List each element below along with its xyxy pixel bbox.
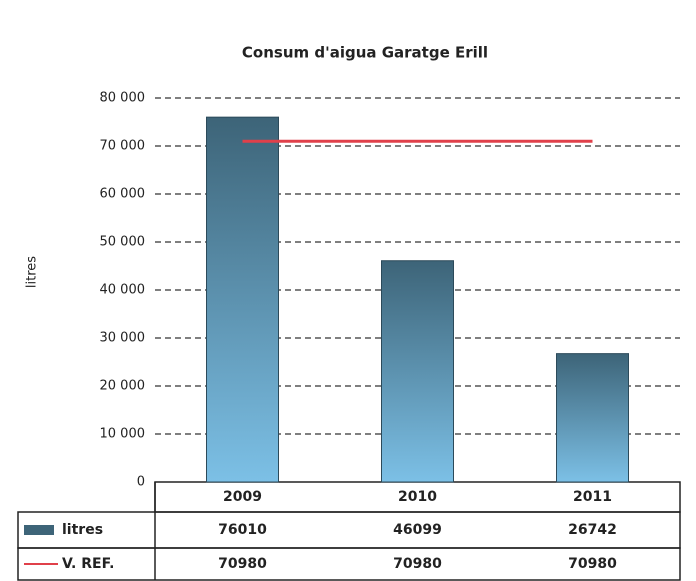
y-tick-label: 50 000 bbox=[100, 235, 146, 250]
legend-label: V. REF. bbox=[62, 556, 114, 572]
x-tick-label: 2010 bbox=[398, 489, 437, 505]
y-tick-label: 0 bbox=[137, 475, 145, 490]
legend-label: litres bbox=[62, 522, 103, 538]
chart-title: Consum d'aigua Garatge Erill bbox=[242, 44, 488, 62]
table-value: 76010 bbox=[218, 522, 267, 538]
table-value: 70980 bbox=[393, 556, 442, 572]
x-tick-label: 2011 bbox=[573, 489, 612, 505]
table-row bbox=[17, 547, 681, 581]
y-tick-label: 70 000 bbox=[100, 139, 146, 154]
y-tick-label: 20 000 bbox=[100, 379, 146, 394]
table-value: 46099 bbox=[393, 522, 442, 538]
x-tick-label: 2009 bbox=[223, 489, 262, 505]
y-axis-label: litres bbox=[25, 256, 40, 288]
legend-key bbox=[24, 525, 54, 535]
y-tick-label: 40 000 bbox=[100, 283, 146, 298]
table-value: 70980 bbox=[218, 556, 267, 572]
y-tick-label: 30 000 bbox=[100, 331, 146, 346]
bar bbox=[206, 116, 279, 483]
y-tick-label: 10 000 bbox=[100, 427, 146, 442]
y-tick-label: 60 000 bbox=[100, 187, 146, 202]
y-tick-label: 80 000 bbox=[100, 91, 146, 106]
bar bbox=[556, 353, 629, 483]
table-value: 26742 bbox=[568, 522, 617, 538]
table-value: 70980 bbox=[568, 556, 617, 572]
bar bbox=[381, 260, 454, 483]
